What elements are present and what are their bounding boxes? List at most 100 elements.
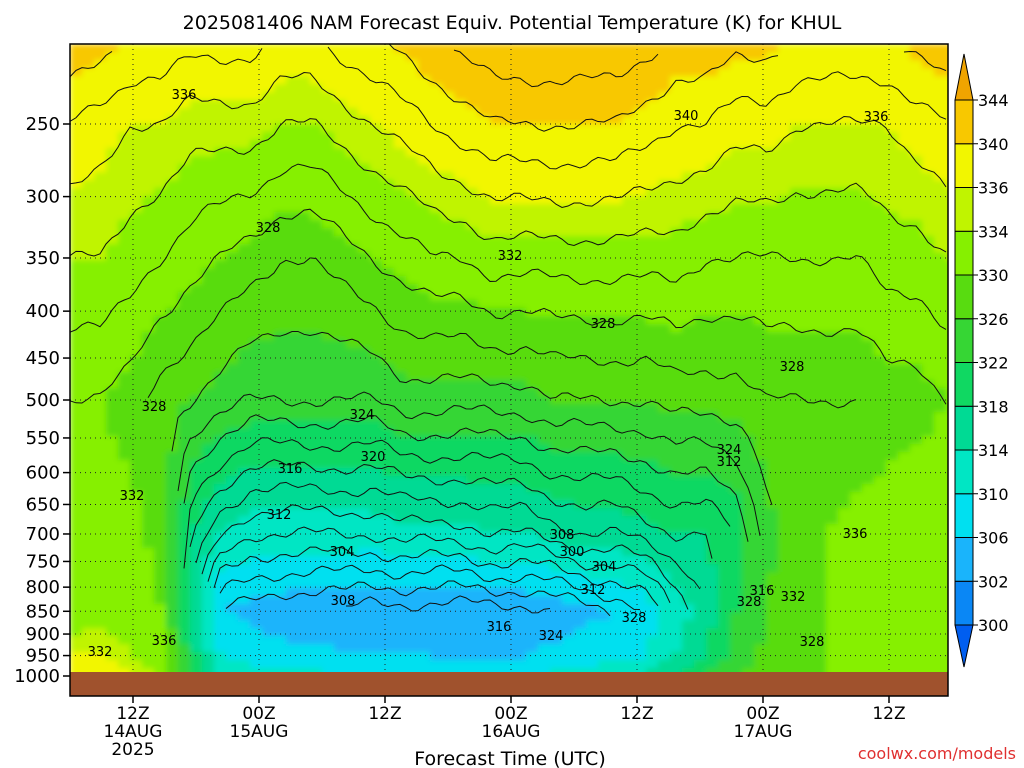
heatmap-cell <box>730 468 743 477</box>
heatmap-cell <box>214 84 227 93</box>
heatmap-cell <box>478 44 491 53</box>
heatmap-cell <box>178 476 191 485</box>
heatmap-cell <box>250 508 263 517</box>
heatmap-cell <box>562 348 575 357</box>
heatmap-cell <box>226 556 239 565</box>
heatmap-cell <box>754 84 767 93</box>
heatmap-cell <box>214 180 227 189</box>
heatmap-cell <box>478 412 491 421</box>
heatmap-cell <box>190 116 203 125</box>
heatmap-cell <box>754 212 767 221</box>
heatmap-cell <box>334 108 347 117</box>
heatmap-cell <box>226 420 239 429</box>
heatmap-cell <box>226 340 239 349</box>
heatmap-cell <box>310 172 323 181</box>
heatmap-cell <box>946 252 948 261</box>
heatmap-cell <box>490 140 503 149</box>
heatmap-cell <box>418 468 431 477</box>
heatmap-cell <box>838 196 851 205</box>
heatmap-cell <box>874 340 887 349</box>
heatmap-cell <box>670 492 683 501</box>
heatmap-cell <box>586 260 599 269</box>
heatmap-cell <box>538 316 551 325</box>
heatmap-cell <box>946 116 948 125</box>
heatmap-cell <box>610 92 623 101</box>
heatmap-cell <box>106 236 119 245</box>
heatmap-cell <box>382 340 395 349</box>
heatmap-cell <box>922 268 935 277</box>
heatmap-cell <box>718 516 731 525</box>
heatmap-cell <box>586 172 599 181</box>
heatmap-cell <box>466 508 479 517</box>
heatmap-cell <box>190 132 203 141</box>
heatmap-cell <box>658 52 671 61</box>
heatmap-cell <box>886 500 899 509</box>
heatmap-cell <box>874 108 887 117</box>
heatmap-cell <box>130 44 143 53</box>
heatmap-cell <box>334 188 347 197</box>
heatmap-cell <box>598 428 611 437</box>
heatmap-cell <box>550 420 563 429</box>
heatmap-cell <box>910 44 923 53</box>
heatmap-cell <box>226 236 239 245</box>
heatmap-cell <box>166 492 179 501</box>
heatmap-cell <box>490 292 503 301</box>
heatmap-cell <box>358 92 371 101</box>
heatmap-cell <box>442 252 455 261</box>
heatmap-cell <box>766 92 779 101</box>
heatmap-cell <box>742 212 755 221</box>
heatmap-cell <box>430 380 443 389</box>
heatmap-cell <box>754 292 767 301</box>
heatmap-cell <box>526 284 539 293</box>
heatmap-cell <box>370 108 383 117</box>
heatmap-cell <box>586 108 599 117</box>
heatmap-cell <box>118 140 131 149</box>
heatmap-cell <box>94 364 107 373</box>
heatmap-cell <box>178 404 191 413</box>
heatmap-cell <box>382 396 395 405</box>
heatmap-cell <box>550 284 563 293</box>
heatmap-cell <box>166 116 179 125</box>
heatmap-cell <box>226 468 239 477</box>
heatmap-cell <box>754 196 767 205</box>
heatmap-cell <box>754 132 767 141</box>
heatmap-cell <box>850 132 863 141</box>
heatmap-cell <box>358 572 371 581</box>
heatmap-cell <box>70 172 83 181</box>
heatmap-cell <box>634 52 647 61</box>
heatmap-cell <box>514 180 527 189</box>
heatmap-cell <box>670 444 683 453</box>
heatmap-cell <box>334 516 347 525</box>
heatmap-cell <box>142 436 155 445</box>
heatmap-cell <box>454 316 467 325</box>
heatmap-cell <box>298 308 311 317</box>
heatmap-cell <box>946 124 948 133</box>
heatmap-cell <box>406 92 419 101</box>
heatmap-cell <box>790 396 803 405</box>
heatmap-cell <box>178 508 191 517</box>
heatmap-cell <box>514 244 527 253</box>
heatmap-cell <box>598 204 611 213</box>
heatmap-cell <box>934 260 947 269</box>
heatmap-cell <box>850 524 863 533</box>
heatmap-cell <box>766 380 779 389</box>
heatmap-cell <box>910 460 923 469</box>
heatmap-cell <box>706 180 719 189</box>
heatmap-cell <box>334 284 347 293</box>
heatmap-cell <box>778 156 791 165</box>
heatmap-cell <box>538 476 551 485</box>
heatmap-cell <box>70 268 83 277</box>
heatmap-cell <box>418 332 431 341</box>
heatmap-cell <box>658 172 671 181</box>
heatmap-cell <box>862 292 875 301</box>
heatmap-cell <box>862 132 875 141</box>
heatmap-cell <box>622 332 635 341</box>
heatmap-cell <box>646 348 659 357</box>
heatmap-cell <box>622 300 635 309</box>
heatmap-cell <box>250 228 263 237</box>
heatmap-cell <box>106 212 119 221</box>
heatmap-cell <box>946 380 948 389</box>
heatmap-cell <box>442 316 455 325</box>
heatmap-cell <box>658 268 671 277</box>
heatmap-cell <box>454 492 467 501</box>
